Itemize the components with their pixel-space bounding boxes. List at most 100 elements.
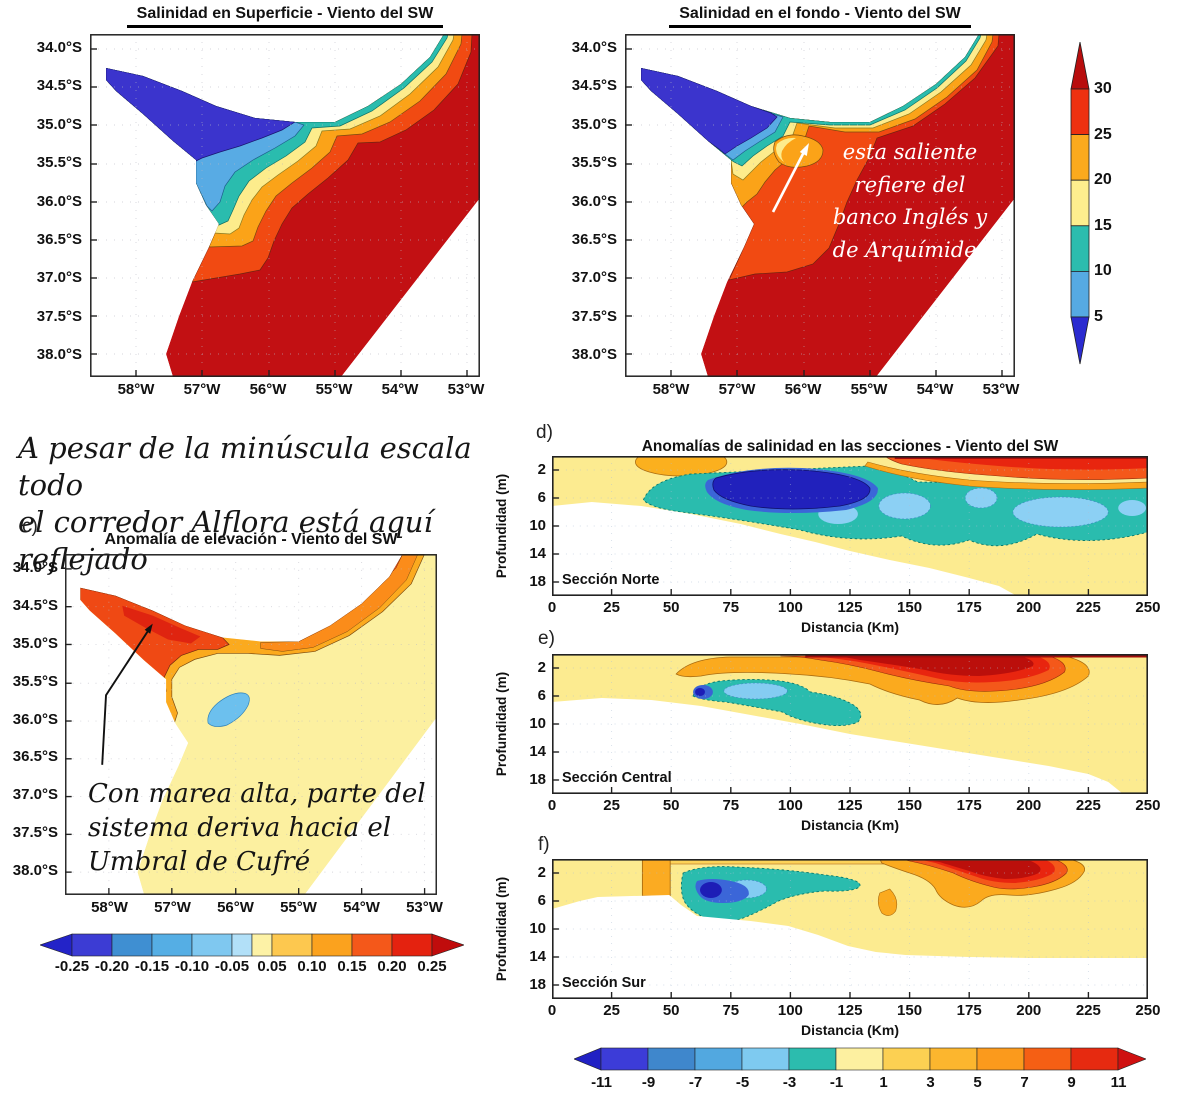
- panel-e-letter: e): [538, 628, 555, 649]
- panel-d-xticks: 0 25 50 75 100 125 150 175 200 225 250: [528, 599, 1172, 617]
- annotation-line: esta saliente: [842, 140, 978, 164]
- annotation-line: Umbral de Cufré: [88, 846, 311, 877]
- distance-tick-label: 150: [897, 797, 923, 814]
- distance-tick-label: 200: [1016, 1002, 1042, 1019]
- depth-tick-label: 2: [537, 864, 546, 881]
- distance-tick-label: 25: [603, 1002, 620, 1019]
- distance-tick-label: 250: [1135, 599, 1161, 616]
- lat-tick-label: 35.5°S: [571, 154, 617, 172]
- distance-tick-label: 125: [837, 797, 863, 814]
- colorbar-label: -0.20: [94, 958, 130, 975]
- depth-tick-label: 10: [529, 920, 546, 937]
- colorbar-label: 7: [1020, 1074, 1029, 1091]
- depth-tick-label: 14: [529, 545, 546, 562]
- lat-tick-label: 36.0°S: [571, 192, 617, 210]
- elevation-colorbar-labels: -0.25 -0.20 -0.15 -0.10 -0.05 0.05 0.10 0.15 0.2…: [52, 958, 452, 976]
- annotation-line: sistema deriva hacia el: [88, 812, 392, 843]
- lat-tick-label: 35.0°S: [36, 115, 82, 133]
- map-bottom-salinity: [625, 34, 1015, 377]
- lon-tick-label: 58°W: [91, 899, 128, 916]
- lat-tick-label: 37.0°S: [12, 786, 58, 804]
- distance-tick-label: 100: [777, 599, 803, 616]
- distance-tick-label: 150: [897, 599, 923, 616]
- depth-tick-label: 10: [529, 715, 546, 732]
- depth-tick-label: 10: [529, 517, 546, 534]
- lon-tick-label: 54°W: [343, 899, 380, 916]
- colorbar-label: -1: [829, 1074, 844, 1091]
- lon-tick-label: 56°W: [249, 381, 287, 398]
- depth-tick-label: 2: [537, 659, 546, 676]
- distance-tick-label: 200: [1016, 599, 1042, 616]
- lat-tick-label: 36.5°S: [36, 230, 82, 248]
- depth-tick-label: 6: [537, 687, 546, 704]
- lon-tick-label: 56°W: [784, 381, 822, 398]
- colorbar-label: -3: [782, 1074, 797, 1091]
- bathymetry-mask: [552, 895, 1148, 999]
- lat-tick-label: 37.0°S: [36, 269, 82, 287]
- colorbar-label: 30: [1094, 80, 1112, 97]
- lat-tick-label: 37.5°S: [36, 307, 82, 325]
- lat-tick-label: 35.5°S: [36, 154, 82, 172]
- colorbar-label: -5: [735, 1074, 750, 1091]
- lat-tick-label: 34.5°S: [12, 596, 58, 614]
- lat-tick-label: 35.0°S: [12, 634, 58, 652]
- distance-tick-label: 200: [1016, 797, 1042, 814]
- panel-c-lon-ticks: 58°W 57°W 56°W 55°W 54°W 53°W: [78, 899, 456, 917]
- depth-tick-label: 14: [529, 948, 546, 965]
- panel-e-xticks: 0 25 50 75 100 125 150 175 200 225 250: [528, 797, 1172, 815]
- distance-tick-label: 75: [722, 599, 740, 616]
- lat-tick-label: 37.5°S: [571, 307, 617, 325]
- distance-tick-label: 25: [603, 599, 620, 616]
- distance-tick-label: 125: [837, 1002, 863, 1019]
- colorbar-label: 11: [1110, 1074, 1127, 1091]
- panel-a-lat-ticks: 34.0°S 34.5°S 35.0°S 35.5°S 36.0°S 36.5°S 37.0…: [18, 39, 82, 364]
- map-elevation-anomaly: [65, 554, 437, 895]
- panel-f-letter: f): [538, 834, 550, 855]
- distance-tick-label: 225: [1075, 599, 1101, 616]
- depth-tick-label: 18: [529, 976, 546, 993]
- lat-tick-label: 34.0°S: [571, 39, 617, 56]
- annotation-line: refiere del: [854, 172, 966, 197]
- annotation-line: de Arquímides: [832, 237, 988, 262]
- distance-tick-label: 175: [956, 599, 982, 616]
- panel-c-annotation: Con marea alta, parte del sistema deriva …: [88, 778, 433, 879]
- elevation-colorbar: [40, 933, 464, 957]
- colorbar-label: -0.15: [134, 958, 170, 975]
- distance-tick-label: 175: [956, 797, 982, 814]
- lon-tick-label: 55°W: [315, 381, 353, 398]
- salinity-bands-bottom: [641, 34, 1015, 377]
- colorbar-label: -0.10: [174, 958, 210, 975]
- grid-dots: [90, 34, 480, 377]
- depth-tick-label: 6: [537, 892, 546, 909]
- distance-tick-label: 0: [547, 599, 557, 616]
- distance-tick-label: 125: [837, 599, 863, 616]
- lat-tick-label: 34.0°S: [12, 559, 58, 576]
- distance-tick-label: 75: [722, 797, 740, 814]
- colorbar-label: 0.15: [337, 958, 367, 975]
- panel-a-lon-ticks: 58°W 57°W 56°W 55°W 54°W 53°W: [103, 381, 499, 399]
- lon-tick-label: 53°W: [982, 381, 1020, 398]
- distance-tick-label: 0: [547, 1002, 557, 1019]
- colorbar-label: 20: [1094, 171, 1112, 189]
- lon-tick-label: 55°W: [280, 899, 317, 916]
- lat-tick-label: 35.0°S: [571, 115, 617, 133]
- section-norte-plot: [552, 456, 1148, 596]
- lon-tick-label: 57°W: [718, 381, 756, 398]
- note-line: el corredor Alflora está aquí reflejado: [18, 505, 433, 577]
- note-line: A pesar de la minúscula escala todo: [18, 431, 472, 503]
- lat-tick-label: 38.0°S: [571, 346, 617, 363]
- lat-tick-label: 38.0°S: [36, 346, 82, 363]
- section-sur-plot: [552, 859, 1148, 999]
- panel-d-yticks: 2 6 10 14 18: [520, 461, 546, 591]
- panel-b-title: Salinidad en el fondo - Viento del SW: [625, 5, 1015, 28]
- panel-f-ylabel: Profundidad (m): [494, 876, 509, 982]
- colorbar-label: 5: [973, 1074, 982, 1091]
- colorbar-label: -9: [641, 1074, 656, 1091]
- section-sur-label: Sección Sur: [562, 975, 646, 991]
- depth-tick-label: 18: [529, 573, 546, 590]
- section-central-plot: [552, 654, 1148, 794]
- panel-f-yticks: 2 6 10 14 18: [520, 864, 546, 994]
- panel-c-title: Anomalía de elevación - Viento del SW: [104, 531, 398, 548]
- annotation-arrow-black: [101, 623, 153, 765]
